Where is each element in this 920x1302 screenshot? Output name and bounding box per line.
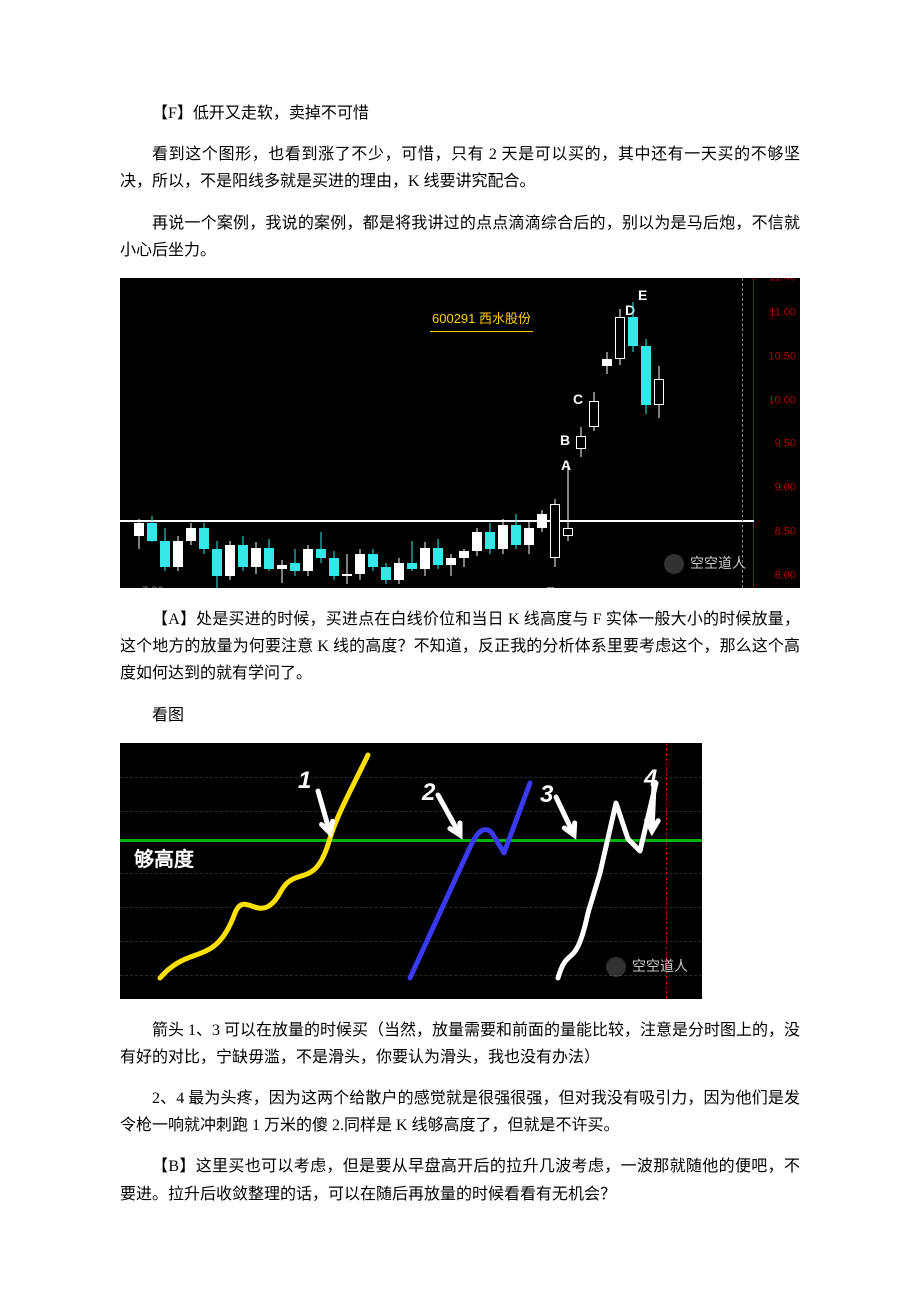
wechat-icon	[664, 554, 684, 574]
wechat-icon	[606, 957, 626, 977]
y-tick-label: 11.00	[769, 304, 796, 323]
stock-code-label: 600291 西水股份	[430, 308, 533, 332]
paragraph-5: 看图	[120, 702, 800, 729]
paragraph-6: 箭头 1、3 可以在放量的时候买（当然，放量需要和前面的量能比较，注意是分时图上…	[120, 1017, 800, 1071]
watermark: 空空道人	[664, 552, 746, 576]
candlestick-chart: 11.40 11.00 10.50 10.00 9.50 9.00 8.50 8.00 6002…	[120, 278, 800, 588]
annotation-letter-a: A	[561, 454, 571, 478]
annotation-letter-b: B	[560, 429, 570, 453]
y-tick-label: 8.00	[775, 566, 796, 585]
y-tick-label: 11.40	[769, 278, 796, 287]
paragraph-a: 【A】处是买进的时候，买进点在白线价位和当日 K 线高度与 F 实体一般大小的时…	[120, 606, 800, 688]
white-support-line	[120, 520, 754, 522]
trend-curve	[160, 755, 368, 978]
paragraph-7: 2、4 最为头疼，因为这两个给散户的感觉就是很强很强，但对我没有吸引力，因为他们…	[120, 1085, 800, 1139]
y-tick-label: 9.50	[775, 435, 796, 454]
document-page: 【F】低开又走软，卖掉不可惜 看到这个图形，也看到涨了不少，可惜，只有 2 天是…	[0, 0, 920, 1302]
annotation-letter-e: E	[638, 284, 647, 308]
low-price-label: 7.86	[142, 582, 163, 588]
arrow-number-2: 2	[422, 773, 435, 814]
watermark-text: 空空道人	[690, 552, 746, 576]
y-tick-label: 10.00	[768, 391, 796, 410]
arrow-number-1: 1	[298, 761, 311, 802]
pattern-diagram: 够高度1234空空道人	[120, 743, 800, 999]
paragraph-2: 看到这个图形，也看到涨了不少，可惜，只有 2 天是可以买的，其中还有一天买的不够…	[120, 141, 800, 195]
arrow-number-4: 4	[644, 759, 657, 800]
annotation-letter-f: F	[546, 581, 555, 588]
y-tick-label: 8.50	[775, 523, 796, 542]
watermark: 空空道人	[606, 955, 688, 979]
paragraph-3: 再说一个案例，我说的案例，都是将我讲过的点点滴滴综合后的，别以为是马后炮，不信就…	[120, 210, 800, 264]
y-tick-label: 9.00	[775, 479, 796, 498]
annotation-letter-c: C	[573, 388, 583, 412]
paragraph-b: 【B】这里买也可以考虑，但是要从早盘高开后的拉升几波考虑，一波那就随他的便吧，不…	[120, 1153, 800, 1207]
arrow-number-3: 3	[540, 775, 553, 816]
y-tick-label: 10.50	[768, 347, 796, 366]
y-axis	[753, 278, 800, 588]
trend-curve	[558, 783, 656, 978]
watermark-text: 空空道人	[632, 955, 688, 979]
paragraph-f: 【F】低开又走软，卖掉不可惜	[120, 100, 800, 127]
crosshair-vertical	[742, 278, 743, 588]
